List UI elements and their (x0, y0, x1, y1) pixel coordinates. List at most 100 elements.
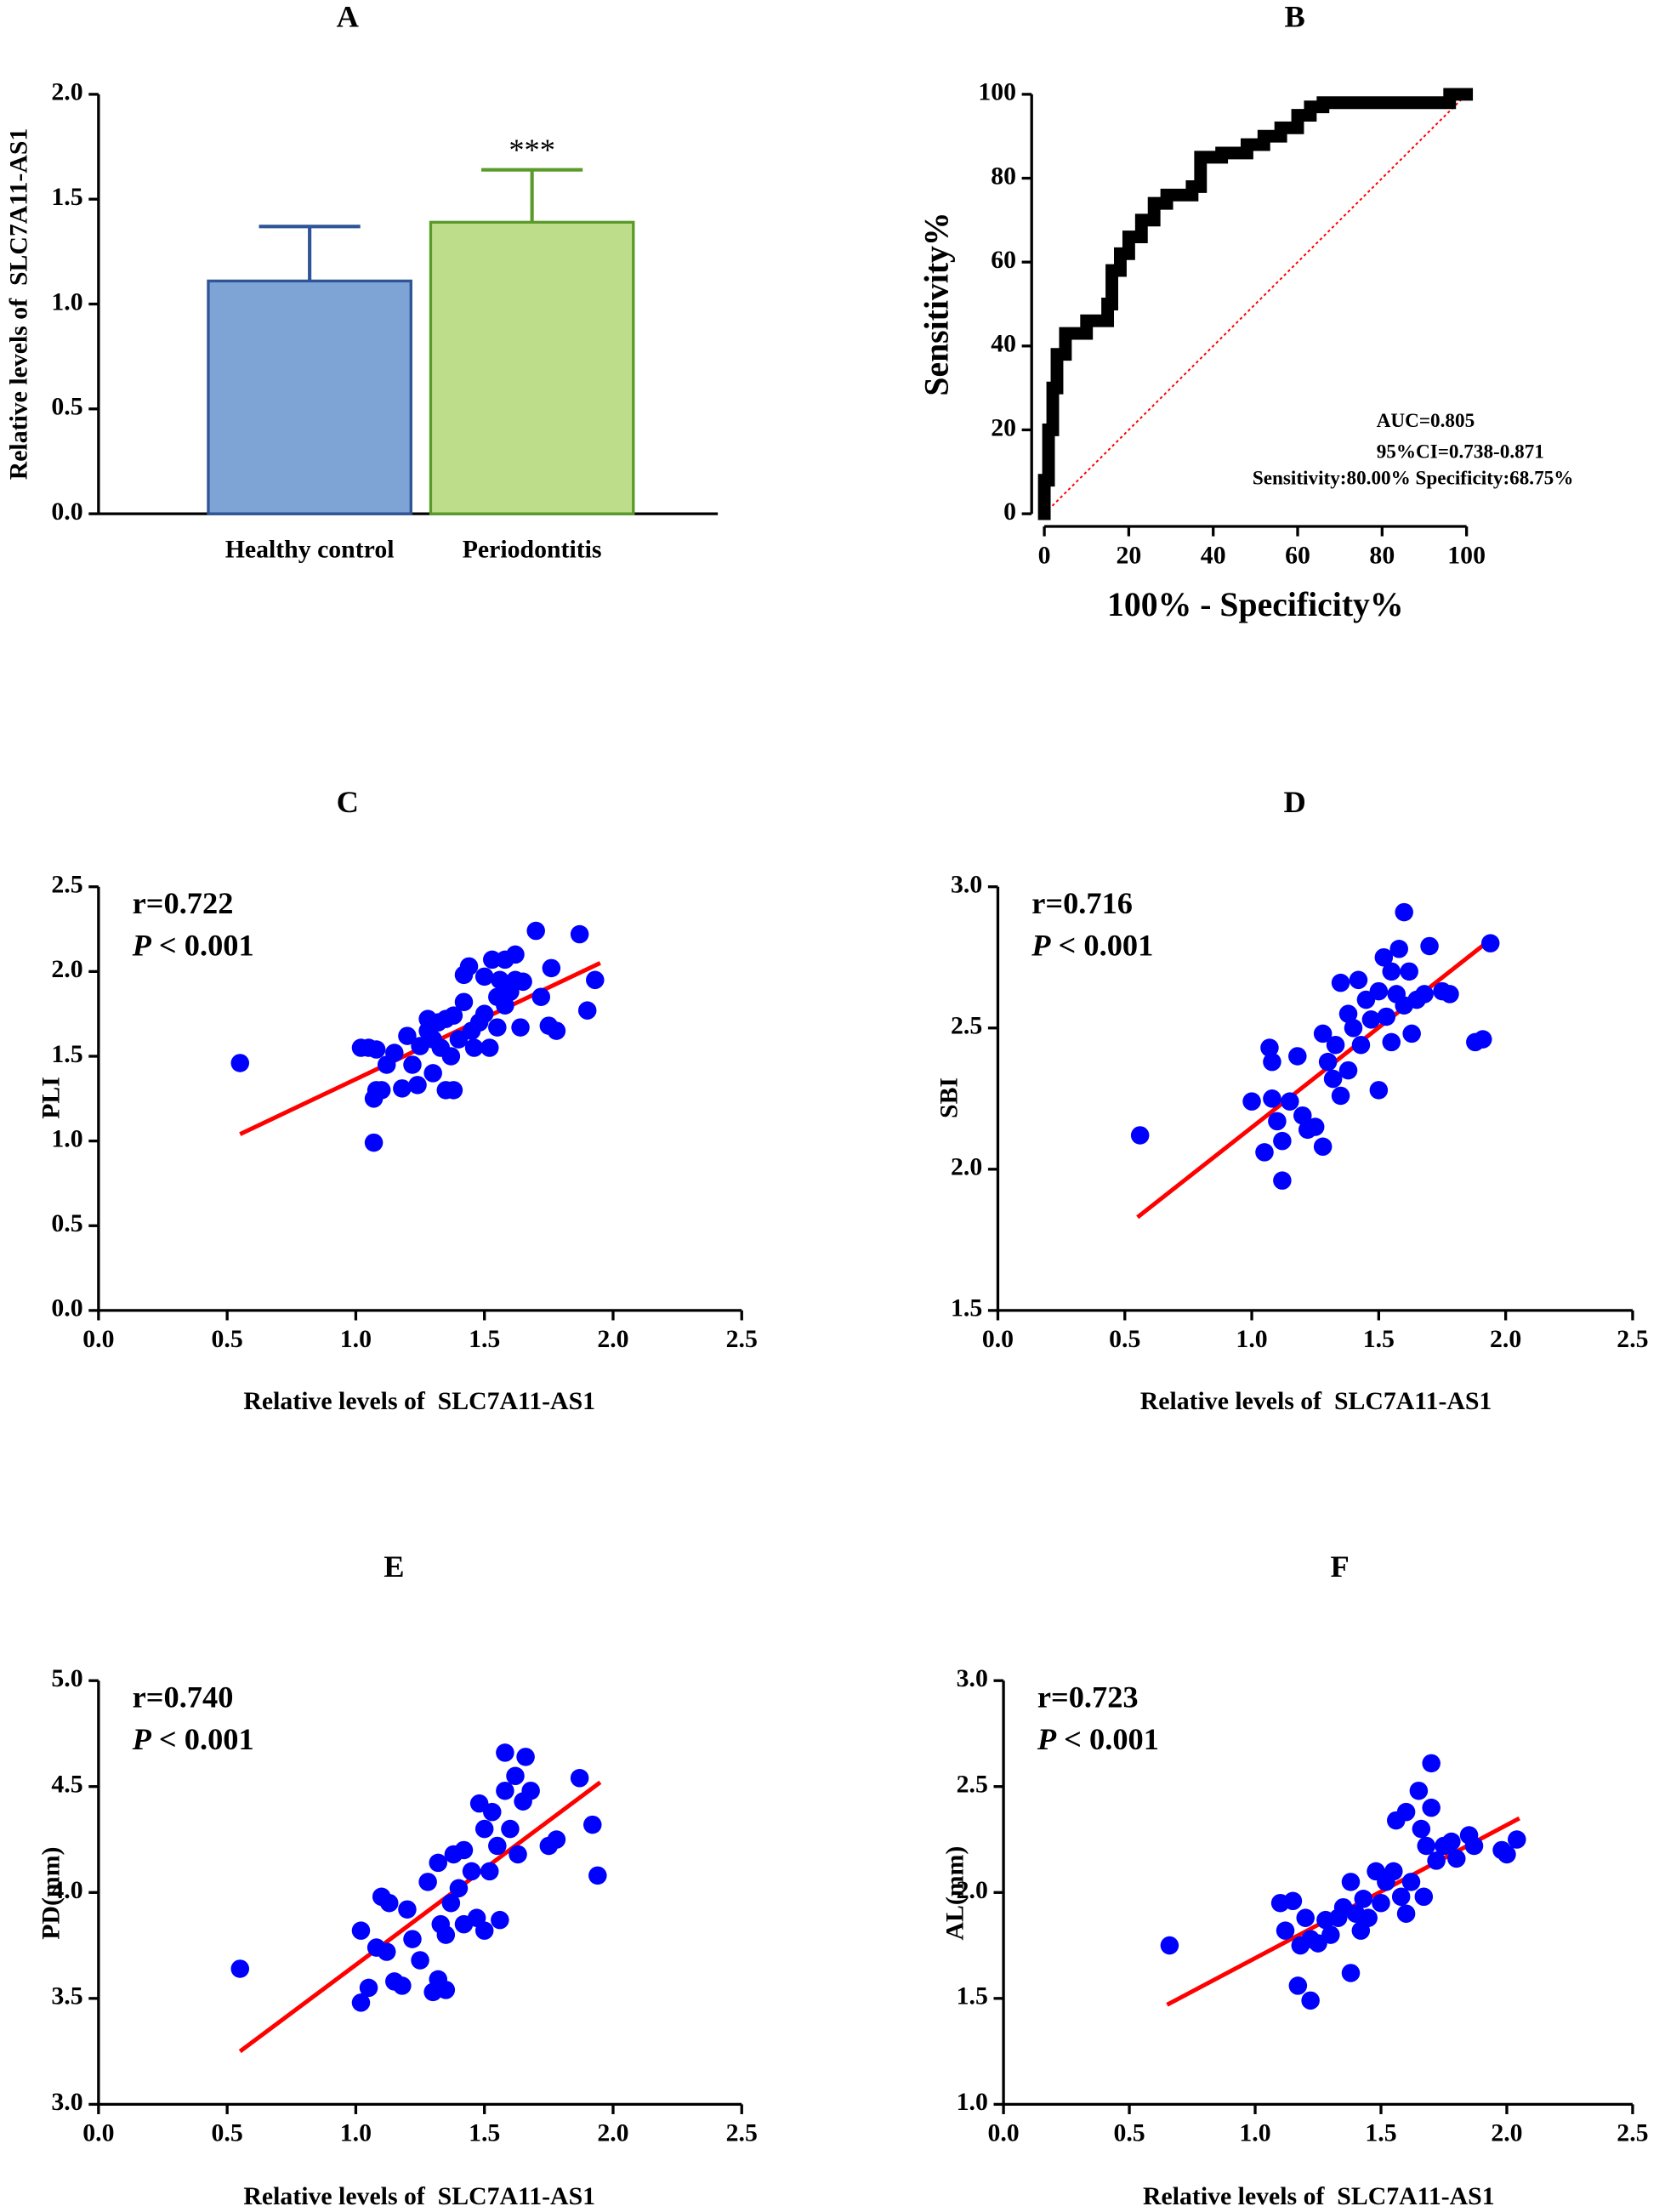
point (444, 1006, 463, 1025)
point (1338, 1061, 1358, 1080)
point (1464, 1836, 1484, 1856)
x-tick-label: 2.5 (726, 2119, 758, 2147)
r-label: r=0.740 (133, 1680, 234, 1714)
point (474, 967, 494, 987)
point (1288, 1047, 1307, 1066)
x-tick-label: 2.0 (1491, 2119, 1522, 2147)
point (1422, 1798, 1441, 1817)
p-text: < 0.001 (1050, 929, 1153, 963)
point (1442, 1832, 1461, 1851)
x-tick-label: 2.0 (597, 2119, 628, 2147)
x-axis-label: Relative levels of SLC7A11-AS1 (243, 2182, 595, 2210)
y-tick-label: 0.5 (51, 1209, 82, 1237)
y-axis-label: PD(mm) (37, 1847, 65, 1940)
point (377, 1942, 396, 1961)
point (1321, 1925, 1340, 1944)
point (1415, 985, 1434, 1004)
point (1305, 1117, 1325, 1136)
y-tick-label: 20 (991, 413, 1016, 441)
point (398, 1026, 417, 1045)
y-tick-label: 1.5 (51, 183, 82, 211)
r-label: r=0.722 (133, 886, 234, 920)
point (351, 1993, 371, 2012)
y-tick-label: 3.0 (51, 2088, 82, 2116)
point (1359, 1908, 1378, 1927)
x-tick-label: 40 (1201, 541, 1226, 569)
point (230, 1054, 250, 1072)
y-tick-label: 3.5 (51, 1982, 82, 2010)
point (449, 1879, 469, 1898)
point (1326, 1035, 1345, 1055)
category-label: Healthy control (225, 536, 395, 564)
x-tick-label: 1.5 (1365, 2119, 1396, 2147)
y-tick-label: 4.0 (51, 1876, 82, 1904)
p-symbol: P (132, 1722, 152, 1756)
point (1293, 1106, 1312, 1125)
point (411, 1951, 429, 1970)
point (1268, 1112, 1287, 1131)
point (542, 958, 561, 978)
panel-title: A (337, 0, 360, 34)
point (1474, 1030, 1492, 1049)
point (364, 1133, 384, 1152)
point (1382, 1032, 1401, 1052)
p-text: < 0.001 (1056, 1722, 1159, 1756)
point (1160, 1936, 1179, 1955)
point (483, 1802, 502, 1822)
x-tick-label: 2.5 (1617, 2119, 1648, 2147)
panel-title: C (337, 785, 359, 819)
annotation: Sensitivity:80.00% Specificity:68.75% (1253, 468, 1574, 490)
y-tick-label: 4.5 (51, 1771, 82, 1799)
y-tick-label: 100 (978, 78, 1016, 106)
y-tick-label: 2.0 (957, 1876, 988, 1904)
x-tick-label: 1.0 (340, 1325, 372, 1353)
p-symbol: P (1031, 929, 1051, 963)
x-tick-label: 2.5 (726, 1325, 758, 1353)
p-label: P < 0.001 (1037, 1722, 1159, 1756)
y-tick-label: 0 (1003, 498, 1016, 526)
y-tick-label: 2.0 (951, 1153, 982, 1181)
annotation: 95%CI=0.738-0.871 (1377, 441, 1544, 463)
point (367, 1040, 386, 1059)
point (1263, 1052, 1281, 1072)
y-tick-label: 0.0 (51, 498, 82, 526)
y-tick-label: 1.0 (51, 1124, 82, 1152)
point (454, 1840, 474, 1860)
point (403, 1055, 422, 1074)
point (379, 1893, 399, 1913)
x-tick-label: 1.0 (1236, 1325, 1267, 1353)
point (230, 1959, 250, 1978)
panel-title: D (1284, 785, 1306, 819)
point (423, 1064, 442, 1083)
point (1242, 1092, 1261, 1111)
y-axis-label: SBI (935, 1078, 963, 1118)
x-tick-label: 2.5 (1617, 1325, 1648, 1353)
point (570, 1769, 589, 1788)
panel-title: E (384, 1550, 404, 1584)
point (1412, 1819, 1431, 1839)
point (469, 1794, 489, 1813)
point (491, 1910, 509, 1930)
point (351, 1921, 371, 1940)
point (408, 1076, 427, 1095)
point (1369, 1081, 1389, 1100)
point (588, 1866, 607, 1885)
point (1338, 1004, 1358, 1023)
point (1401, 1873, 1421, 1891)
point (516, 1748, 535, 1766)
point (449, 1030, 469, 1049)
point (1313, 1137, 1333, 1157)
y-axis-label: Sensitivity% (918, 212, 956, 395)
point (1349, 970, 1368, 990)
point (1396, 1904, 1416, 1923)
p-label: P < 0.001 (132, 1722, 254, 1756)
point (1273, 1171, 1292, 1190)
point (1369, 981, 1389, 1001)
x-tick-label: 100 (1447, 541, 1486, 569)
point (1273, 1131, 1292, 1151)
y-tick-label: 5.0 (51, 1664, 82, 1692)
point (1361, 1010, 1381, 1029)
x-tick-label: 20 (1117, 541, 1142, 569)
point (496, 1743, 514, 1762)
